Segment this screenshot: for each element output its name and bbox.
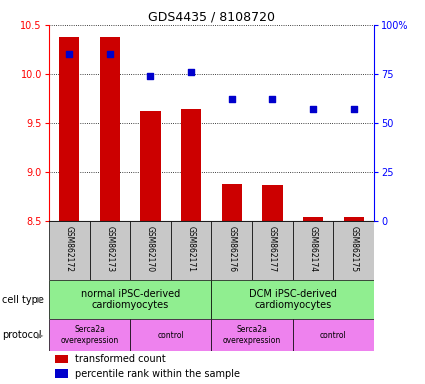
Text: Serca2a
overexpression: Serca2a overexpression	[223, 325, 281, 345]
Bar	[211, 319, 293, 351]
Bar	[221, 184, 242, 221]
Text: GSM862177: GSM862177	[268, 225, 277, 272]
Point	[106, 51, 113, 58]
Point	[350, 106, 357, 112]
Text: percentile rank within the sample: percentile rank within the sample	[75, 369, 240, 379]
Text: GSM862170: GSM862170	[146, 225, 155, 272]
Text: GSM862173: GSM862173	[105, 225, 114, 272]
Text: transformed count: transformed count	[75, 354, 166, 364]
Text: normal iPSC-derived
cardiomyocytes: normal iPSC-derived cardiomyocytes	[80, 289, 180, 310]
Bar	[55, 369, 68, 378]
Bar	[211, 280, 374, 319]
Point	[310, 106, 317, 112]
Text: GSM862175: GSM862175	[349, 225, 358, 272]
Bar	[181, 109, 201, 221]
Bar	[140, 111, 161, 221]
Bar	[49, 280, 211, 319]
Text: GSM862174: GSM862174	[309, 225, 317, 272]
Text: cell type: cell type	[2, 295, 44, 305]
Text: GSM862171: GSM862171	[187, 225, 196, 271]
Bar	[211, 221, 252, 280]
Text: DCM iPSC-derived
cardiomyocytes: DCM iPSC-derived cardiomyocytes	[249, 289, 337, 310]
Bar	[343, 217, 364, 221]
Bar	[293, 319, 374, 351]
Point	[188, 69, 195, 75]
Point	[147, 73, 154, 79]
Bar	[49, 319, 130, 351]
Text: ▶: ▶	[37, 295, 44, 304]
Text: protocol: protocol	[2, 330, 42, 340]
Bar	[252, 221, 293, 280]
Text: GSM862176: GSM862176	[227, 225, 236, 272]
Bar	[293, 221, 333, 280]
Bar	[100, 37, 120, 221]
Bar	[130, 221, 171, 280]
Text: Serca2a
overexpression: Serca2a overexpression	[60, 325, 119, 345]
Title: GDS4435 / 8108720: GDS4435 / 8108720	[148, 11, 275, 24]
Bar	[130, 319, 211, 351]
Text: ▶: ▶	[37, 331, 44, 339]
Point	[228, 96, 235, 103]
Text: control: control	[157, 331, 184, 339]
Bar	[55, 355, 68, 363]
Point	[269, 96, 276, 103]
Bar	[333, 221, 374, 280]
Bar	[90, 221, 130, 280]
Bar	[171, 221, 211, 280]
Point	[66, 51, 73, 58]
Text: GSM862172: GSM862172	[65, 225, 74, 271]
Bar	[262, 185, 283, 221]
Text: control: control	[320, 331, 347, 339]
Bar	[59, 37, 79, 221]
Bar	[303, 217, 323, 221]
Bar	[49, 221, 90, 280]
